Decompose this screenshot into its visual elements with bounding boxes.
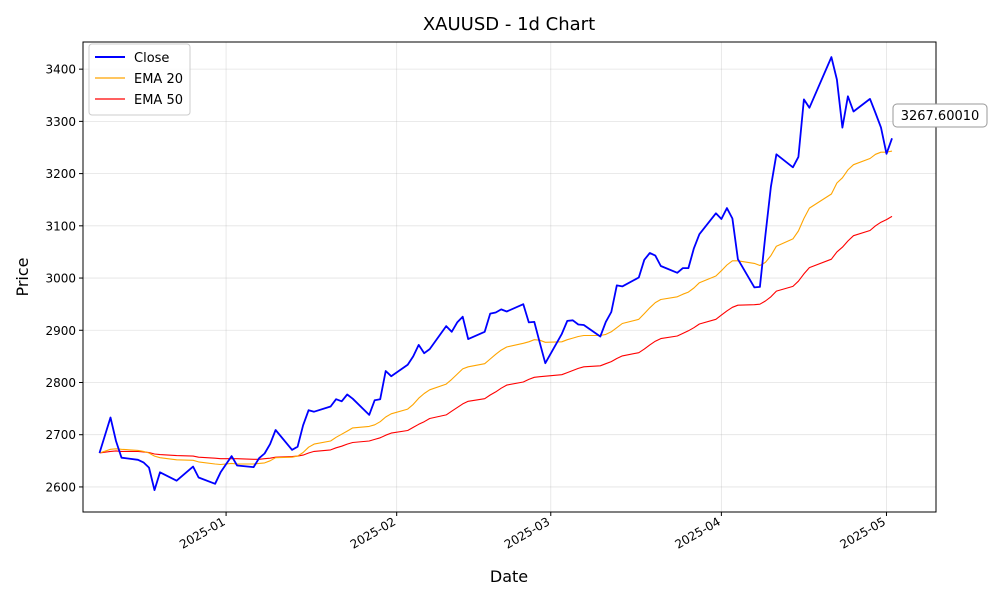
x-axis-label: Date bbox=[490, 567, 528, 586]
legend-label-close: Close bbox=[134, 51, 169, 66]
y-axis: 2600 2700 2800 2900 3000 3100 3200 3300 3400 bbox=[45, 63, 83, 494]
y-tick-label: 3000 bbox=[45, 272, 76, 286]
grid-lines bbox=[83, 42, 936, 512]
legend-label-ema-20: EMA 20 bbox=[134, 72, 183, 87]
y-tick-label: 2700 bbox=[45, 428, 76, 442]
y-tick-label: 3100 bbox=[45, 219, 76, 233]
y-tick-label: 2800 bbox=[45, 376, 76, 390]
last-price-annotation: 3267.60010 bbox=[892, 103, 988, 128]
y-tick-label: 3300 bbox=[45, 115, 76, 129]
y-tick-label: 3400 bbox=[45, 63, 76, 77]
legend-frame bbox=[88, 43, 191, 116]
y-tick-label: 2900 bbox=[45, 324, 76, 338]
plot-area-frame bbox=[82, 41, 937, 513]
ema-50-line bbox=[99, 215, 893, 460]
last-price-box bbox=[892, 103, 988, 128]
legend-label-ema-50: EMA 50 bbox=[134, 93, 183, 108]
y-axis-label: Price bbox=[13, 257, 32, 296]
last-price-label: 3267.60010 bbox=[901, 109, 980, 124]
chart-title: XAUUSD - 1d Chart bbox=[423, 14, 595, 35]
y-tick-label: 3200 bbox=[45, 167, 76, 181]
legend: Close EMA 20 EMA 50 bbox=[88, 43, 191, 116]
close-line bbox=[98, 56, 893, 491]
series-layer bbox=[98, 56, 893, 491]
y-tick-label: 2600 bbox=[45, 480, 76, 494]
